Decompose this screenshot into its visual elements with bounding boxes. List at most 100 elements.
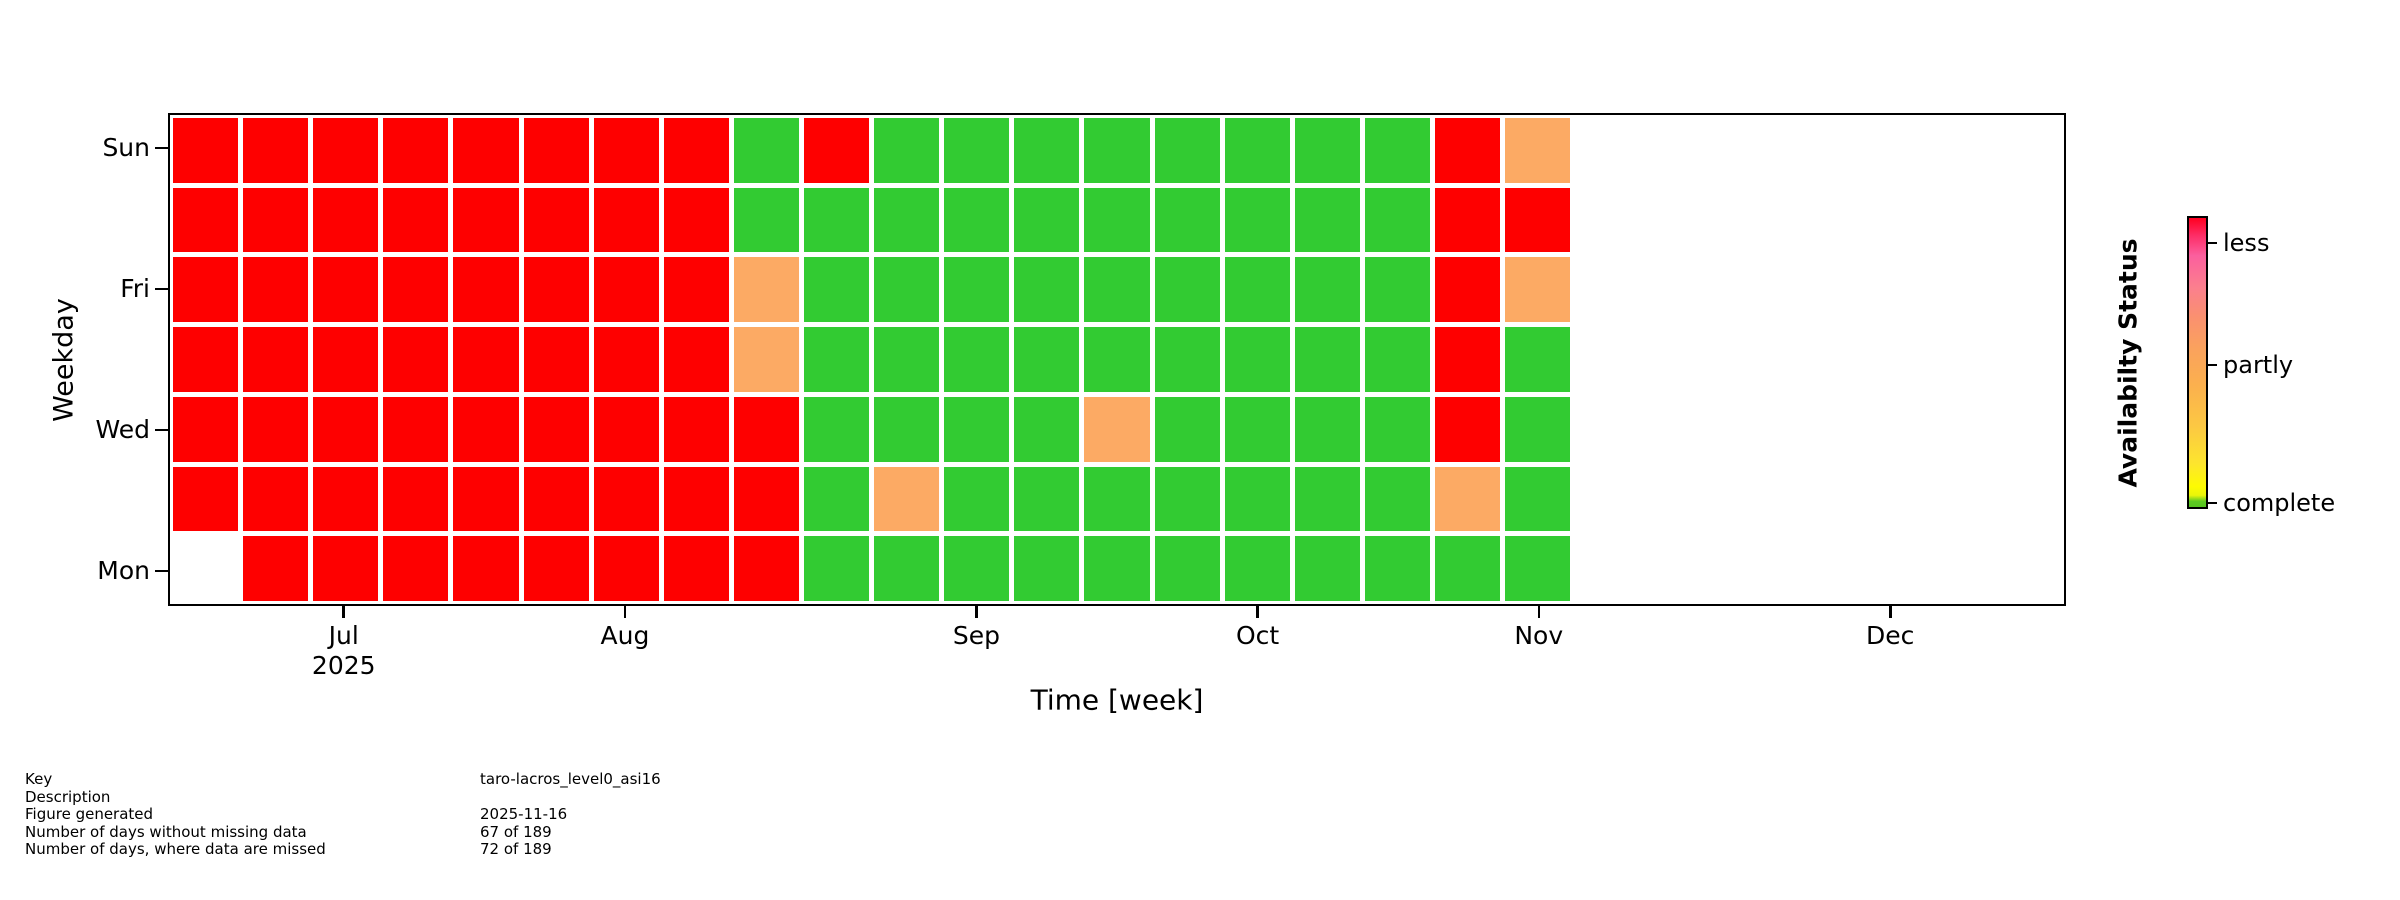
heatmap-cell bbox=[1785, 536, 1851, 601]
metadata-row: Description bbox=[0, 787, 1200, 807]
heatmap-cell bbox=[453, 257, 519, 323]
metadata-label: Number of days without missing data bbox=[25, 822, 307, 841]
heatmap-cell bbox=[243, 257, 309, 323]
heatmap-cell bbox=[1505, 187, 1571, 253]
heatmap-cell bbox=[1505, 327, 1571, 392]
heatmap-cell bbox=[1505, 257, 1571, 323]
x-tick-label: Jul bbox=[328, 621, 359, 650]
heatmap-cell bbox=[733, 536, 799, 601]
heatmap-cell bbox=[944, 466, 1010, 532]
heatmap-cell bbox=[1995, 466, 2061, 532]
metadata-value: taro-lacros_level0_asi16 bbox=[480, 770, 661, 788]
heatmap-cell bbox=[1575, 327, 1641, 392]
heatmap-cell bbox=[733, 466, 799, 532]
metadata-label: Key bbox=[25, 770, 53, 788]
heatmap-cell bbox=[1364, 396, 1430, 462]
heatmap-cell bbox=[383, 396, 449, 462]
x-tick-label: Nov bbox=[1514, 621, 1564, 650]
heatmap-cell bbox=[1855, 187, 1921, 253]
heatmap-cell bbox=[1995, 396, 2061, 462]
heatmap-cell bbox=[1575, 257, 1641, 323]
y-tick-label: Fri bbox=[120, 274, 150, 304]
heatmap-cell bbox=[663, 257, 729, 323]
heatmap-cell bbox=[1154, 257, 1220, 323]
heatmap-cell bbox=[173, 327, 239, 392]
heatmap-cell bbox=[1715, 396, 1781, 462]
heatmap-cell bbox=[1995, 187, 2061, 253]
heatmap-cell bbox=[1575, 187, 1641, 253]
heatmap-cell bbox=[944, 327, 1010, 392]
metadata-label: Description bbox=[25, 787, 111, 806]
heatmap-cell bbox=[1855, 257, 1921, 323]
heatmap-cell bbox=[804, 466, 870, 532]
heatmap-cell bbox=[1925, 118, 1991, 183]
heatmap-cell bbox=[383, 536, 449, 601]
heatmap-cell bbox=[523, 327, 589, 392]
y-tick-label: Sun bbox=[102, 133, 150, 163]
heatmap-cell bbox=[453, 536, 519, 601]
heatmap-cell bbox=[1014, 257, 1080, 323]
heatmap-cell bbox=[1435, 536, 1501, 601]
heatmap-cell bbox=[313, 118, 379, 183]
heatmap-cell bbox=[1785, 118, 1851, 183]
heatmap-cell bbox=[1575, 536, 1641, 601]
heatmap-cell bbox=[1715, 118, 1781, 183]
heatmap-cell bbox=[874, 466, 940, 532]
heatmap-cell bbox=[383, 118, 449, 183]
heatmap-cell bbox=[1435, 327, 1501, 392]
heatmap-cell bbox=[1154, 396, 1220, 462]
heatmap-cell bbox=[1084, 187, 1150, 253]
x-tick bbox=[342, 606, 345, 618]
colorbar-tick bbox=[2206, 501, 2217, 505]
heatmap-cell bbox=[313, 257, 379, 323]
heatmap-cell bbox=[1715, 187, 1781, 253]
heatmap-cell bbox=[663, 187, 729, 253]
heatmap-cell bbox=[1084, 396, 1150, 462]
heatmap-cell bbox=[663, 327, 729, 392]
heatmap-cell bbox=[453, 187, 519, 253]
figure-metadata: Key taro-lacros_level0_asi16 Description Fi… bbox=[0, 770, 1200, 859]
heatmap-cell bbox=[523, 257, 589, 323]
heatmap-cell bbox=[1084, 257, 1150, 323]
metadata-value: 72 of 189 bbox=[480, 840, 552, 859]
heatmap-cell bbox=[1364, 536, 1430, 601]
colorbar-title: Availabilty Status bbox=[2113, 237, 2143, 488]
heatmap-cell bbox=[243, 466, 309, 532]
x-tick-label: Aug bbox=[600, 621, 650, 650]
colorbar-tick bbox=[2206, 363, 2217, 367]
metadata-row: Number of days, where data are missed 72 … bbox=[0, 841, 1200, 859]
heatmap-cell bbox=[804, 118, 870, 183]
heatmap-cell bbox=[383, 327, 449, 392]
heatmap-cell bbox=[1855, 466, 1921, 532]
heatmap-cell bbox=[1224, 327, 1290, 392]
heatmap-cell bbox=[1435, 187, 1501, 253]
heatmap-cell bbox=[1364, 118, 1430, 183]
heatmap-cell bbox=[1154, 118, 1220, 183]
heatmap-cell bbox=[1435, 118, 1501, 183]
heatmap-cell bbox=[1785, 396, 1851, 462]
heatmap-cell bbox=[243, 396, 309, 462]
heatmap-cell bbox=[1645, 536, 1711, 601]
heatmap-cell bbox=[1294, 187, 1360, 253]
heatmap-cell bbox=[173, 396, 239, 462]
x-tick-label: Oct bbox=[1235, 621, 1280, 650]
x-axis-title: Time [week] bbox=[1030, 683, 1204, 717]
metadata-label: Number of days, where data are missed bbox=[25, 840, 326, 859]
heatmap-cell bbox=[593, 118, 659, 183]
heatmap-cell bbox=[1715, 257, 1781, 323]
heatmap-cells-grid bbox=[170, 115, 2064, 604]
x-tick-label: Sep bbox=[952, 621, 1000, 650]
heatmap-cell bbox=[1294, 327, 1360, 392]
heatmap-cell bbox=[733, 118, 799, 183]
heatmap-cell bbox=[1505, 396, 1571, 462]
heatmap-cell bbox=[1785, 187, 1851, 253]
heatmap-cell bbox=[1224, 187, 1290, 253]
heatmap-cell bbox=[804, 327, 870, 392]
y-axis-title: Weekday bbox=[48, 297, 80, 422]
heatmap-cell bbox=[1575, 118, 1641, 183]
heatmap-cell bbox=[1294, 466, 1360, 532]
heatmap-cell bbox=[173, 466, 239, 532]
heatmap-cell bbox=[593, 327, 659, 392]
heatmap-cell bbox=[874, 118, 940, 183]
x-tick-year-label: 2025 bbox=[311, 651, 376, 680]
